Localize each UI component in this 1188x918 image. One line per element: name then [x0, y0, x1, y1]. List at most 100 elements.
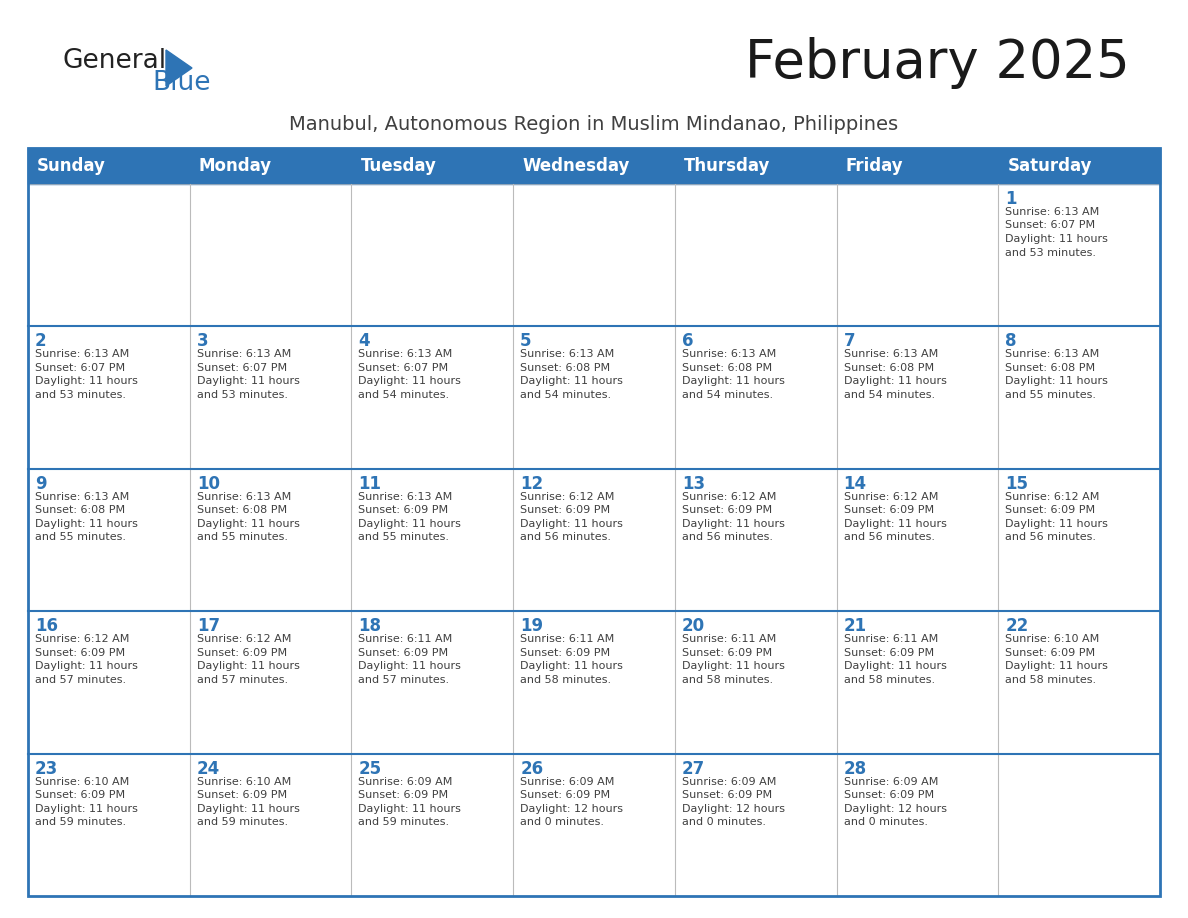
Text: Sunset: 6:08 PM: Sunset: 6:08 PM — [34, 505, 125, 515]
Bar — [998, 611, 1159, 754]
Text: Daylight: 11 hours: Daylight: 11 hours — [843, 661, 947, 671]
Text: 26: 26 — [520, 759, 543, 778]
Text: February 2025: February 2025 — [745, 37, 1130, 89]
Text: and 54 minutes.: and 54 minutes. — [843, 390, 935, 400]
Text: 27: 27 — [682, 759, 706, 778]
Text: Sunset: 6:07 PM: Sunset: 6:07 PM — [34, 363, 125, 373]
Bar — [836, 469, 998, 611]
Text: Sunrise: 6:12 AM: Sunrise: 6:12 AM — [682, 492, 776, 502]
Text: Sunrise: 6:10 AM: Sunrise: 6:10 AM — [34, 777, 129, 787]
Text: 11: 11 — [359, 475, 381, 493]
Text: and 59 minutes.: and 59 minutes. — [359, 817, 449, 827]
Text: and 57 minutes.: and 57 minutes. — [197, 675, 287, 685]
Text: 1: 1 — [1005, 190, 1017, 208]
Text: and 0 minutes.: and 0 minutes. — [520, 817, 605, 827]
Text: Sunset: 6:09 PM: Sunset: 6:09 PM — [197, 790, 286, 800]
Bar — [29, 754, 190, 896]
Text: and 56 minutes.: and 56 minutes. — [1005, 532, 1097, 543]
Text: and 54 minutes.: and 54 minutes. — [359, 390, 449, 400]
Text: and 54 minutes.: and 54 minutes. — [682, 390, 773, 400]
Text: Sunrise: 6:13 AM: Sunrise: 6:13 AM — [1005, 207, 1100, 217]
Text: Daylight: 11 hours: Daylight: 11 hours — [843, 519, 947, 529]
Text: 24: 24 — [197, 759, 220, 778]
Bar — [675, 611, 836, 754]
Text: Daylight: 11 hours: Daylight: 11 hours — [682, 519, 785, 529]
Text: Sunrise: 6:13 AM: Sunrise: 6:13 AM — [197, 492, 291, 502]
Text: 4: 4 — [359, 332, 369, 351]
Bar — [998, 148, 1159, 184]
Bar — [513, 184, 675, 327]
Text: Sunrise: 6:11 AM: Sunrise: 6:11 AM — [682, 634, 776, 644]
Text: and 57 minutes.: and 57 minutes. — [34, 675, 126, 685]
Text: Sunset: 6:07 PM: Sunset: 6:07 PM — [1005, 220, 1095, 230]
Text: and 59 minutes.: and 59 minutes. — [34, 817, 126, 827]
Text: Friday: Friday — [846, 157, 903, 175]
Text: and 58 minutes.: and 58 minutes. — [843, 675, 935, 685]
Bar — [836, 327, 998, 469]
Text: 28: 28 — [843, 759, 867, 778]
Bar — [836, 148, 998, 184]
Text: Sunrise: 6:11 AM: Sunrise: 6:11 AM — [843, 634, 937, 644]
Text: 17: 17 — [197, 617, 220, 635]
Text: Sunset: 6:07 PM: Sunset: 6:07 PM — [197, 363, 286, 373]
Bar — [836, 184, 998, 327]
Text: Tuesday: Tuesday — [360, 157, 436, 175]
Bar — [29, 148, 190, 184]
Text: Blue: Blue — [152, 70, 210, 96]
Polygon shape — [166, 50, 192, 86]
Text: Daylight: 11 hours: Daylight: 11 hours — [682, 376, 785, 386]
Text: Sunset: 6:08 PM: Sunset: 6:08 PM — [197, 505, 286, 515]
Text: Sunset: 6:09 PM: Sunset: 6:09 PM — [682, 790, 772, 800]
Text: Daylight: 11 hours: Daylight: 11 hours — [1005, 234, 1108, 244]
Bar — [190, 327, 352, 469]
Bar — [675, 184, 836, 327]
Text: Daylight: 11 hours: Daylight: 11 hours — [197, 803, 299, 813]
Bar — [190, 148, 352, 184]
Text: Daylight: 11 hours: Daylight: 11 hours — [1005, 519, 1108, 529]
Text: Saturday: Saturday — [1007, 157, 1092, 175]
Text: Sunset: 6:08 PM: Sunset: 6:08 PM — [682, 363, 772, 373]
Text: 5: 5 — [520, 332, 532, 351]
Bar — [513, 327, 675, 469]
Bar — [352, 148, 513, 184]
Text: Sunrise: 6:13 AM: Sunrise: 6:13 AM — [682, 350, 776, 360]
Text: and 53 minutes.: and 53 minutes. — [34, 390, 126, 400]
Text: 12: 12 — [520, 475, 543, 493]
Text: and 53 minutes.: and 53 minutes. — [197, 390, 287, 400]
Text: Thursday: Thursday — [684, 157, 770, 175]
Text: Sunrise: 6:13 AM: Sunrise: 6:13 AM — [359, 492, 453, 502]
Text: 15: 15 — [1005, 475, 1029, 493]
Bar — [513, 469, 675, 611]
Text: Daylight: 11 hours: Daylight: 11 hours — [843, 376, 947, 386]
Text: Sunrise: 6:13 AM: Sunrise: 6:13 AM — [359, 350, 453, 360]
Text: Sunrise: 6:13 AM: Sunrise: 6:13 AM — [34, 350, 129, 360]
Text: Sunrise: 6:12 AM: Sunrise: 6:12 AM — [1005, 492, 1100, 502]
Text: Sunset: 6:09 PM: Sunset: 6:09 PM — [1005, 505, 1095, 515]
Text: Sunday: Sunday — [37, 157, 106, 175]
Text: Manubul, Autonomous Region in Muslim Mindanao, Philippines: Manubul, Autonomous Region in Muslim Min… — [290, 116, 898, 135]
Text: Sunset: 6:09 PM: Sunset: 6:09 PM — [682, 648, 772, 657]
Bar — [352, 469, 513, 611]
Text: Sunrise: 6:11 AM: Sunrise: 6:11 AM — [520, 634, 614, 644]
Text: 2: 2 — [34, 332, 46, 351]
Text: Daylight: 11 hours: Daylight: 11 hours — [520, 519, 623, 529]
Text: Wednesday: Wednesday — [523, 157, 630, 175]
Text: Daylight: 11 hours: Daylight: 11 hours — [34, 803, 138, 813]
Text: 20: 20 — [682, 617, 704, 635]
Text: Daylight: 11 hours: Daylight: 11 hours — [359, 519, 461, 529]
Bar — [352, 754, 513, 896]
Text: Sunset: 6:09 PM: Sunset: 6:09 PM — [843, 790, 934, 800]
Text: Sunrise: 6:12 AM: Sunrise: 6:12 AM — [843, 492, 939, 502]
Text: and 56 minutes.: and 56 minutes. — [682, 532, 773, 543]
Text: 6: 6 — [682, 332, 694, 351]
Text: Sunrise: 6:09 AM: Sunrise: 6:09 AM — [843, 777, 939, 787]
Bar — [513, 754, 675, 896]
Text: 22: 22 — [1005, 617, 1029, 635]
Bar — [836, 754, 998, 896]
Text: Sunrise: 6:12 AM: Sunrise: 6:12 AM — [520, 492, 614, 502]
Text: Sunset: 6:08 PM: Sunset: 6:08 PM — [1005, 363, 1095, 373]
Bar — [29, 148, 1159, 896]
Text: 7: 7 — [843, 332, 855, 351]
Text: 25: 25 — [359, 759, 381, 778]
Text: 3: 3 — [197, 332, 208, 351]
